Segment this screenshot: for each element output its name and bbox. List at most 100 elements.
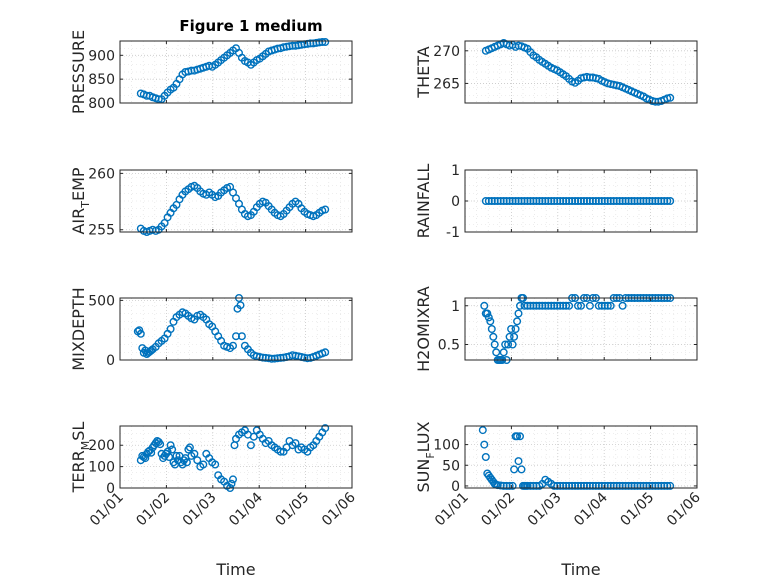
data-point (513, 432, 522, 441)
data-point (588, 481, 597, 490)
data-point (211, 460, 220, 469)
data-point (606, 301, 615, 310)
data-point (591, 481, 600, 490)
x-tick-label: 01/06 (319, 489, 359, 529)
subplot-lower-middle-right: 0.5 1 H2OMIXRA (414, 286, 698, 372)
data-point (490, 340, 499, 349)
y-tick-label: 50 (442, 458, 460, 474)
series-markers (481, 39, 675, 106)
data-point (666, 93, 675, 102)
x-tick-label: 01/02 (478, 490, 518, 530)
axes-box (464, 40, 698, 104)
data-point (511, 325, 520, 334)
data-point (489, 332, 498, 341)
series-markers (136, 424, 330, 493)
series-markers (481, 196, 675, 205)
data-point (154, 95, 163, 104)
axes-box (119, 40, 353, 104)
x-axis-label: Time (560, 560, 600, 579)
data-point (556, 196, 565, 205)
data-point (559, 301, 568, 310)
data-point (535, 301, 544, 310)
data-point (237, 332, 246, 341)
data-point (532, 196, 541, 205)
data-point (612, 196, 621, 205)
data-point (484, 313, 493, 322)
data-point (147, 448, 156, 457)
x-tick-label: 01/05 (273, 490, 313, 530)
data-point (228, 341, 237, 350)
y-axis-label-rest: EMP (69, 167, 88, 201)
y-tick-label: 800 (88, 96, 115, 112)
axes-box (119, 425, 353, 489)
data-point (499, 348, 508, 357)
y-tick-label: 0.5 (438, 338, 460, 354)
axes-box (119, 297, 353, 361)
y-axis-label: SUNFLUX (414, 421, 437, 492)
data-point (321, 38, 330, 47)
data-point (577, 301, 586, 310)
data-point (505, 481, 514, 490)
data-point (651, 481, 660, 490)
y-axis-label-main: PRESSURE (69, 30, 88, 114)
data-point (603, 301, 612, 310)
data-point (517, 465, 526, 474)
y-axis-label-main: MIXDEPTH (69, 287, 88, 370)
data-point (508, 340, 517, 349)
x-axis-label: Time (215, 560, 255, 579)
axes-box (464, 297, 698, 361)
data-point (478, 426, 487, 435)
data-point (318, 38, 327, 47)
x-tick-label: 01/06 (664, 489, 704, 529)
y-axis-label: TERRMSL (69, 422, 92, 494)
data-point (190, 449, 199, 458)
x-tick-label: 01/03 (180, 490, 220, 530)
data-point (231, 332, 240, 341)
data-point (507, 325, 516, 334)
data-point (556, 301, 565, 310)
y-tick-label: 270 (433, 44, 460, 60)
data-point (651, 196, 660, 205)
data-point (559, 481, 568, 490)
x-tick-label: 01/04 (226, 489, 266, 529)
x-tick-label: 01/04 (571, 489, 611, 529)
axes-box (119, 169, 353, 233)
data-point (666, 481, 675, 490)
data-point (276, 447, 285, 456)
y-axis-label-main: SUN (414, 459, 433, 493)
y-axis-label-rest: SL (69, 422, 88, 441)
data-point (663, 196, 672, 205)
series-markers (133, 294, 330, 363)
y-axis-label: MIXDEPTH (69, 287, 88, 370)
data-point (492, 348, 501, 357)
data-point (499, 481, 508, 490)
data-point (487, 325, 496, 334)
data-point (588, 196, 597, 205)
data-point (516, 432, 525, 441)
y-tick-label: 260 (88, 166, 115, 182)
x-tick-label: 01/03 (525, 490, 565, 530)
y-axis-label-subscript: F (424, 452, 437, 458)
data-point (166, 441, 175, 450)
data-point (612, 481, 621, 490)
data-point (166, 325, 175, 334)
data-point (615, 481, 624, 490)
data-point (532, 301, 541, 310)
data-point (499, 196, 508, 205)
y-axis-label-main: H2OMIXRA (414, 286, 433, 372)
y-axis-label-rest: LUX (414, 421, 433, 452)
data-point (508, 481, 517, 490)
y-axis-label: RAINFALL (414, 164, 433, 239)
data-point (480, 301, 489, 310)
y-tick-label: 0 (106, 353, 115, 369)
data-point (227, 479, 236, 488)
y-axis-label-subscript: T (79, 201, 92, 209)
data-point (486, 317, 495, 326)
data-point (483, 309, 492, 318)
y-axis-label-main: RAINFALL (414, 164, 433, 239)
